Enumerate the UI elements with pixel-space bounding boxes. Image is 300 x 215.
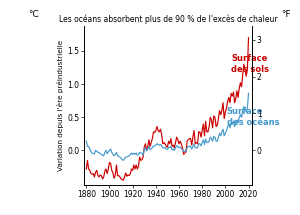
- Text: Surface
des sols: Surface des sols: [231, 54, 269, 74]
- Y-axis label: Variation depuis l'ère préindustrielle: Variation depuis l'ère préindustrielle: [57, 40, 64, 171]
- Title: Les océans absorbent plus de 90 % de l'excès de chaleur: Les océans absorbent plus de 90 % de l'e…: [59, 14, 277, 24]
- Text: °C: °C: [28, 11, 39, 19]
- Text: Surface
des océans: Surface des océans: [226, 107, 279, 127]
- Text: °F: °F: [281, 11, 290, 19]
